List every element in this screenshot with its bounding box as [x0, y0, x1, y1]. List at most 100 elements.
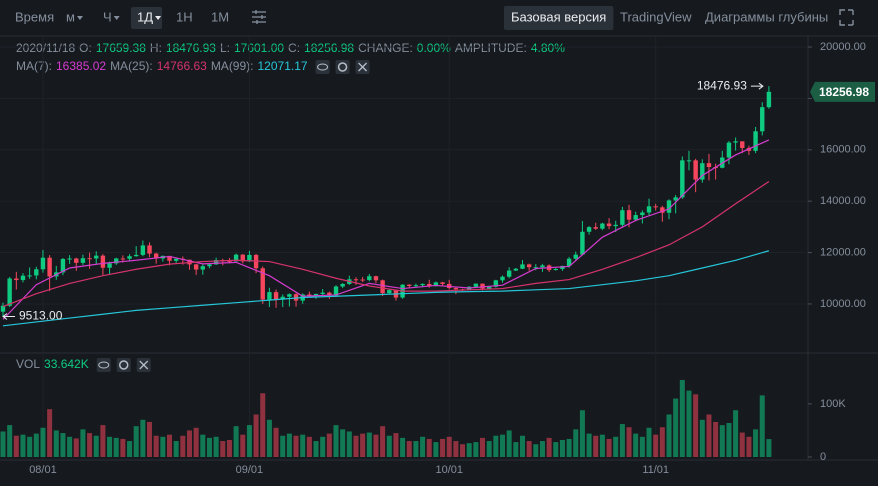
volume-bar [80, 429, 86, 457]
fullscreen-icon[interactable] [839, 9, 854, 26]
volume-bar [686, 390, 692, 457]
volume-bar [539, 441, 545, 457]
volume-bar [140, 419, 146, 457]
candle-body [100, 255, 106, 268]
x-tick-label: 11/01 [642, 464, 669, 476]
candle-body [580, 231, 585, 255]
candle-body [413, 285, 419, 287]
interval-button[interactable]: 1Н [176, 9, 193, 24]
volume-bar [253, 414, 259, 457]
volume-bar [306, 436, 312, 457]
view-tab[interactable]: Диаграммы глубины [705, 9, 828, 24]
candle-body [213, 260, 219, 265]
candle-body [147, 245, 152, 254]
y-tick-label: 16000.00 [820, 144, 866, 156]
volume-bar [766, 439, 772, 457]
volume-bar [393, 433, 399, 457]
candle-body [553, 269, 558, 271]
candle-body [680, 160, 685, 198]
volume-bar [426, 438, 432, 457]
volume-bar [73, 438, 79, 457]
volume-bar [120, 438, 126, 457]
volume-bar [673, 398, 679, 457]
ma-legend-value: 12071.17 [258, 59, 308, 73]
view-tab[interactable]: Базовая версия [511, 9, 606, 24]
header-value: 4.80% [531, 41, 565, 55]
candle-body [27, 275, 32, 277]
candle-body [440, 282, 445, 284]
view-tab[interactable]: TradingView [620, 9, 692, 24]
ma-legend-icons [315, 60, 370, 74]
candle-body [760, 107, 765, 132]
volume-bar [33, 433, 39, 457]
ma-legend-name: MA(99): [211, 59, 254, 73]
legend-icon-box[interactable] [335, 60, 350, 74]
candle-body [706, 163, 712, 168]
ma-legend-value: 14766.63 [157, 59, 207, 73]
candle-body [493, 280, 499, 287]
volume-bar [666, 414, 672, 457]
header-label: CHANGE: [358, 41, 413, 55]
volume-bar [273, 427, 279, 457]
y-tick-label: 14000.00 [820, 195, 866, 207]
volume-bar [47, 409, 53, 457]
volume-bar [473, 442, 479, 457]
volume-bar [93, 435, 99, 457]
volume-bar [233, 426, 239, 457]
candle-body [520, 264, 525, 269]
settings-icon[interactable] [252, 10, 266, 24]
volume-bar [433, 442, 439, 457]
candle-body [34, 269, 39, 276]
volume-bar [546, 437, 552, 457]
volume-bar [500, 434, 505, 457]
candle-body [500, 276, 505, 281]
candle-body [626, 210, 632, 220]
candle-body [766, 91, 772, 108]
volume-bar [519, 435, 525, 457]
time-button[interactable]: Время [15, 9, 54, 24]
interval-button[interactable]: 1Д [137, 9, 153, 24]
y-tick-label: 20000.00 [820, 41, 866, 53]
candle-body [480, 283, 485, 289]
high-arrow [750, 82, 764, 90]
volume-bar [147, 421, 153, 457]
candle-body [313, 293, 319, 296]
header-value: 18256.98 [304, 41, 354, 55]
candle-body [120, 258, 126, 260]
legend-icon-box[interactable] [116, 358, 131, 372]
candle-body [14, 278, 19, 281]
low-arrow [2, 313, 15, 320]
volume-bar [320, 436, 326, 457]
legend-icon-box[interactable] [96, 358, 111, 372]
candle-body [114, 258, 119, 264]
volume-bar [300, 434, 306, 457]
volume-bar [593, 435, 599, 457]
active-interval-bg [131, 7, 162, 29]
candle-body [267, 292, 272, 300]
candle-body [333, 286, 339, 296]
volume-bar [453, 441, 459, 457]
volume-bar [53, 430, 59, 457]
volume-bar [679, 379, 685, 457]
interval-button[interactable]: 1М [211, 9, 229, 24]
gear-icon [337, 62, 348, 72]
volume-bar [20, 434, 26, 457]
candle-body [247, 254, 252, 262]
volume-bar [313, 441, 319, 457]
volume-bar [246, 425, 252, 457]
candle-body [167, 255, 172, 261]
interval-button[interactable]: Ч [103, 9, 112, 24]
interval-button[interactable]: м [66, 9, 75, 24]
volume-bar [193, 427, 199, 457]
candle-body [427, 283, 432, 287]
candle-body [353, 279, 359, 281]
active-view-bg [504, 6, 614, 30]
candle-body [693, 160, 698, 180]
volume-bar [100, 425, 106, 457]
ma-line [2, 139, 770, 320]
header-label: AMPLITUDE: [455, 41, 527, 55]
legend-icon-box[interactable] [315, 60, 330, 74]
vol-tick-label: 0 [820, 451, 826, 463]
dropdown-caret [113, 16, 120, 20]
